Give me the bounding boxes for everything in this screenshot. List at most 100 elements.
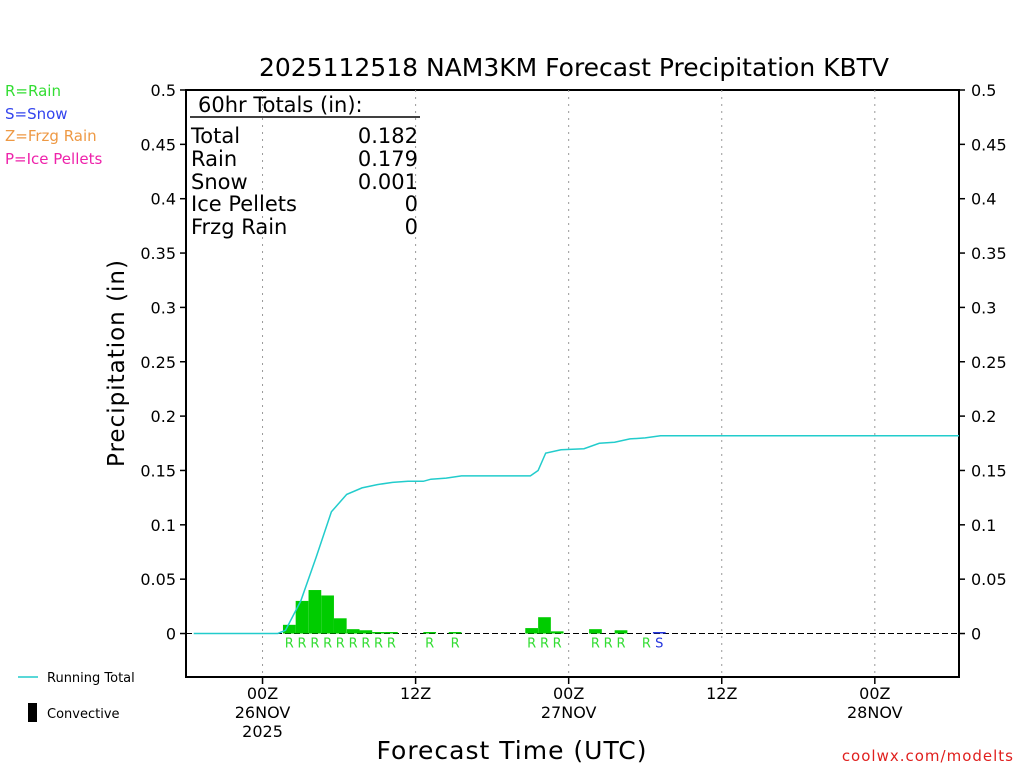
totals-label-ice-pellets: Ice Pellets [191,192,297,216]
running-total-line [193,434,959,635]
totals-label-rain: Rain [191,147,237,171]
y-tick-label-right: 0 [971,625,981,644]
x-tick-label: 28NOV [847,703,903,722]
precip-bar [282,624,296,634]
precip-type-marker: R [361,637,370,652]
precip-bar [372,632,385,634]
precip-type-marker: R [285,637,294,652]
source-credit: coolwx.com/modelts [842,747,1014,765]
y-axis-label: Precipitation (in) [104,259,130,467]
y-tick-label-left: 0.25 [140,353,176,372]
precip-bar [359,630,373,634]
x-tick-label: 00Z [247,684,278,703]
precip-type-marker: R [527,637,536,652]
chart-title: 2025112518 NAM3KM Forecast Precipitation… [259,53,889,82]
totals-label-frzg-rain: Frzg Rain [191,215,287,239]
precip-bar [385,632,398,634]
y-tick-label-left: 0.5 [151,81,176,100]
precip-type-marker: R [336,637,345,652]
precip-type-marker: R [642,637,651,652]
precip-type-marker: R [349,637,358,652]
precip-bar [308,590,322,634]
y-axis-right: 0 0.05 0.1 0.15 0.2 0.25 0.3 0.35 0.4 0.45 0.5 [959,81,1007,644]
precip-bar [448,632,462,634]
y-tick-label-left: 0.35 [140,244,176,263]
y-tick-label-left: 0.15 [140,461,176,480]
y-tick-label-right: 0.45 [971,135,1007,154]
precip-type-marker: R [298,637,307,652]
precip-bar [423,632,437,634]
precip-bar [589,629,602,634]
y-tick-label-left: 0.05 [140,570,176,589]
x-tick-label: 27NOV [541,703,597,722]
x-tick-label: 00Z [859,684,890,703]
y-tick-label-right: 0.1 [971,516,996,535]
y-tick-label-left: 0.45 [140,135,176,154]
totals-value-ice-pellets: 0 [405,192,418,216]
precip-bar [525,628,538,634]
precip-type-marker: R [310,637,319,652]
precip-bar [321,595,334,634]
precip-type-marker: R [425,637,434,652]
y-tick-label-left: 0.4 [151,190,176,209]
series-legend: Running Total Convective [18,671,135,722]
precip-type-marker: R [553,637,562,652]
precip-type-marker: R [323,637,332,652]
y-tick-label-left: 0.1 [151,516,176,535]
totals-value-frzg-rain: 0 [405,215,418,239]
y-tick-label-right: 0.3 [971,298,996,317]
totals-value-total: 0.182 [358,124,418,148]
precip-type-legend: R=Rain S=Snow Z=Frzg Rain P=Ice Pellets [5,82,102,168]
precip-type-marker: R [540,637,549,652]
precip-type-marker: R [616,637,625,652]
y-tick-label-right: 0.15 [971,461,1007,480]
totals-value-snow: 0.001 [358,170,418,194]
x-tick-label: 12Z [706,684,737,703]
precip-bar [652,632,666,634]
y-tick-label-left: 0 [166,625,176,644]
precip-bar [538,617,551,634]
precip-type-marker: R [451,637,460,652]
precip-bar [614,630,628,634]
convective-swatch [28,703,37,722]
legend-rain: R=Rain [5,82,61,100]
totals-value-rain: 0.179 [358,147,418,171]
y-tick-label-right: 0.35 [971,244,1007,263]
legend-frzg-rain: Z=Frzg Rain [5,127,97,145]
precip-bars [282,590,666,634]
precip-type-marker: S [655,637,663,652]
precip-type-marker: R [604,637,613,652]
x-tick-label: 00Z [553,684,584,703]
y-axis-left: 0 0.05 0.1 0.15 0.2 0.25 0.3 0.35 0.4 0.45 0.5 [140,81,186,644]
y-tick-label-right: 0.5 [971,81,996,100]
precip-bar [333,618,347,634]
precip-type-marker: R [374,637,383,652]
totals-box: 60hr Totals (in): Total 0.182 Rain 0.179… [190,93,420,239]
legend-ice-pellets: P=Ice Pellets [5,150,102,168]
y-tick-label-right: 0.25 [971,353,1007,372]
running-total-legend-label: Running Total [47,671,135,686]
x-tick-label: 26NOV [235,703,291,722]
plot-frame [185,89,960,678]
totals-label-snow: Snow [191,170,248,194]
y-tick-label-left: 0.3 [151,298,176,317]
x-axis-label: Forecast Time (UTC) [377,736,648,765]
precip-bar [550,631,564,634]
totals-label-total: Total [190,124,240,148]
precip-bar [295,600,309,634]
convective-legend-label: Convective [47,707,120,722]
y-tick-label-left: 0.2 [151,407,176,426]
precip-bar [346,629,360,634]
legend-snow: S=Snow [5,105,68,123]
precip-type-marker: R [387,637,396,652]
y-tick-label-right: 0.05 [971,570,1007,589]
y-tick-label-right: 0.2 [971,407,996,426]
totals-header: 60hr Totals (in): [198,93,363,117]
y-tick-label-right: 0.4 [971,190,996,209]
precip-type-marker: R [591,637,600,652]
x-tick-label: 12Z [400,684,431,703]
vertical-gridlines [262,90,876,677]
